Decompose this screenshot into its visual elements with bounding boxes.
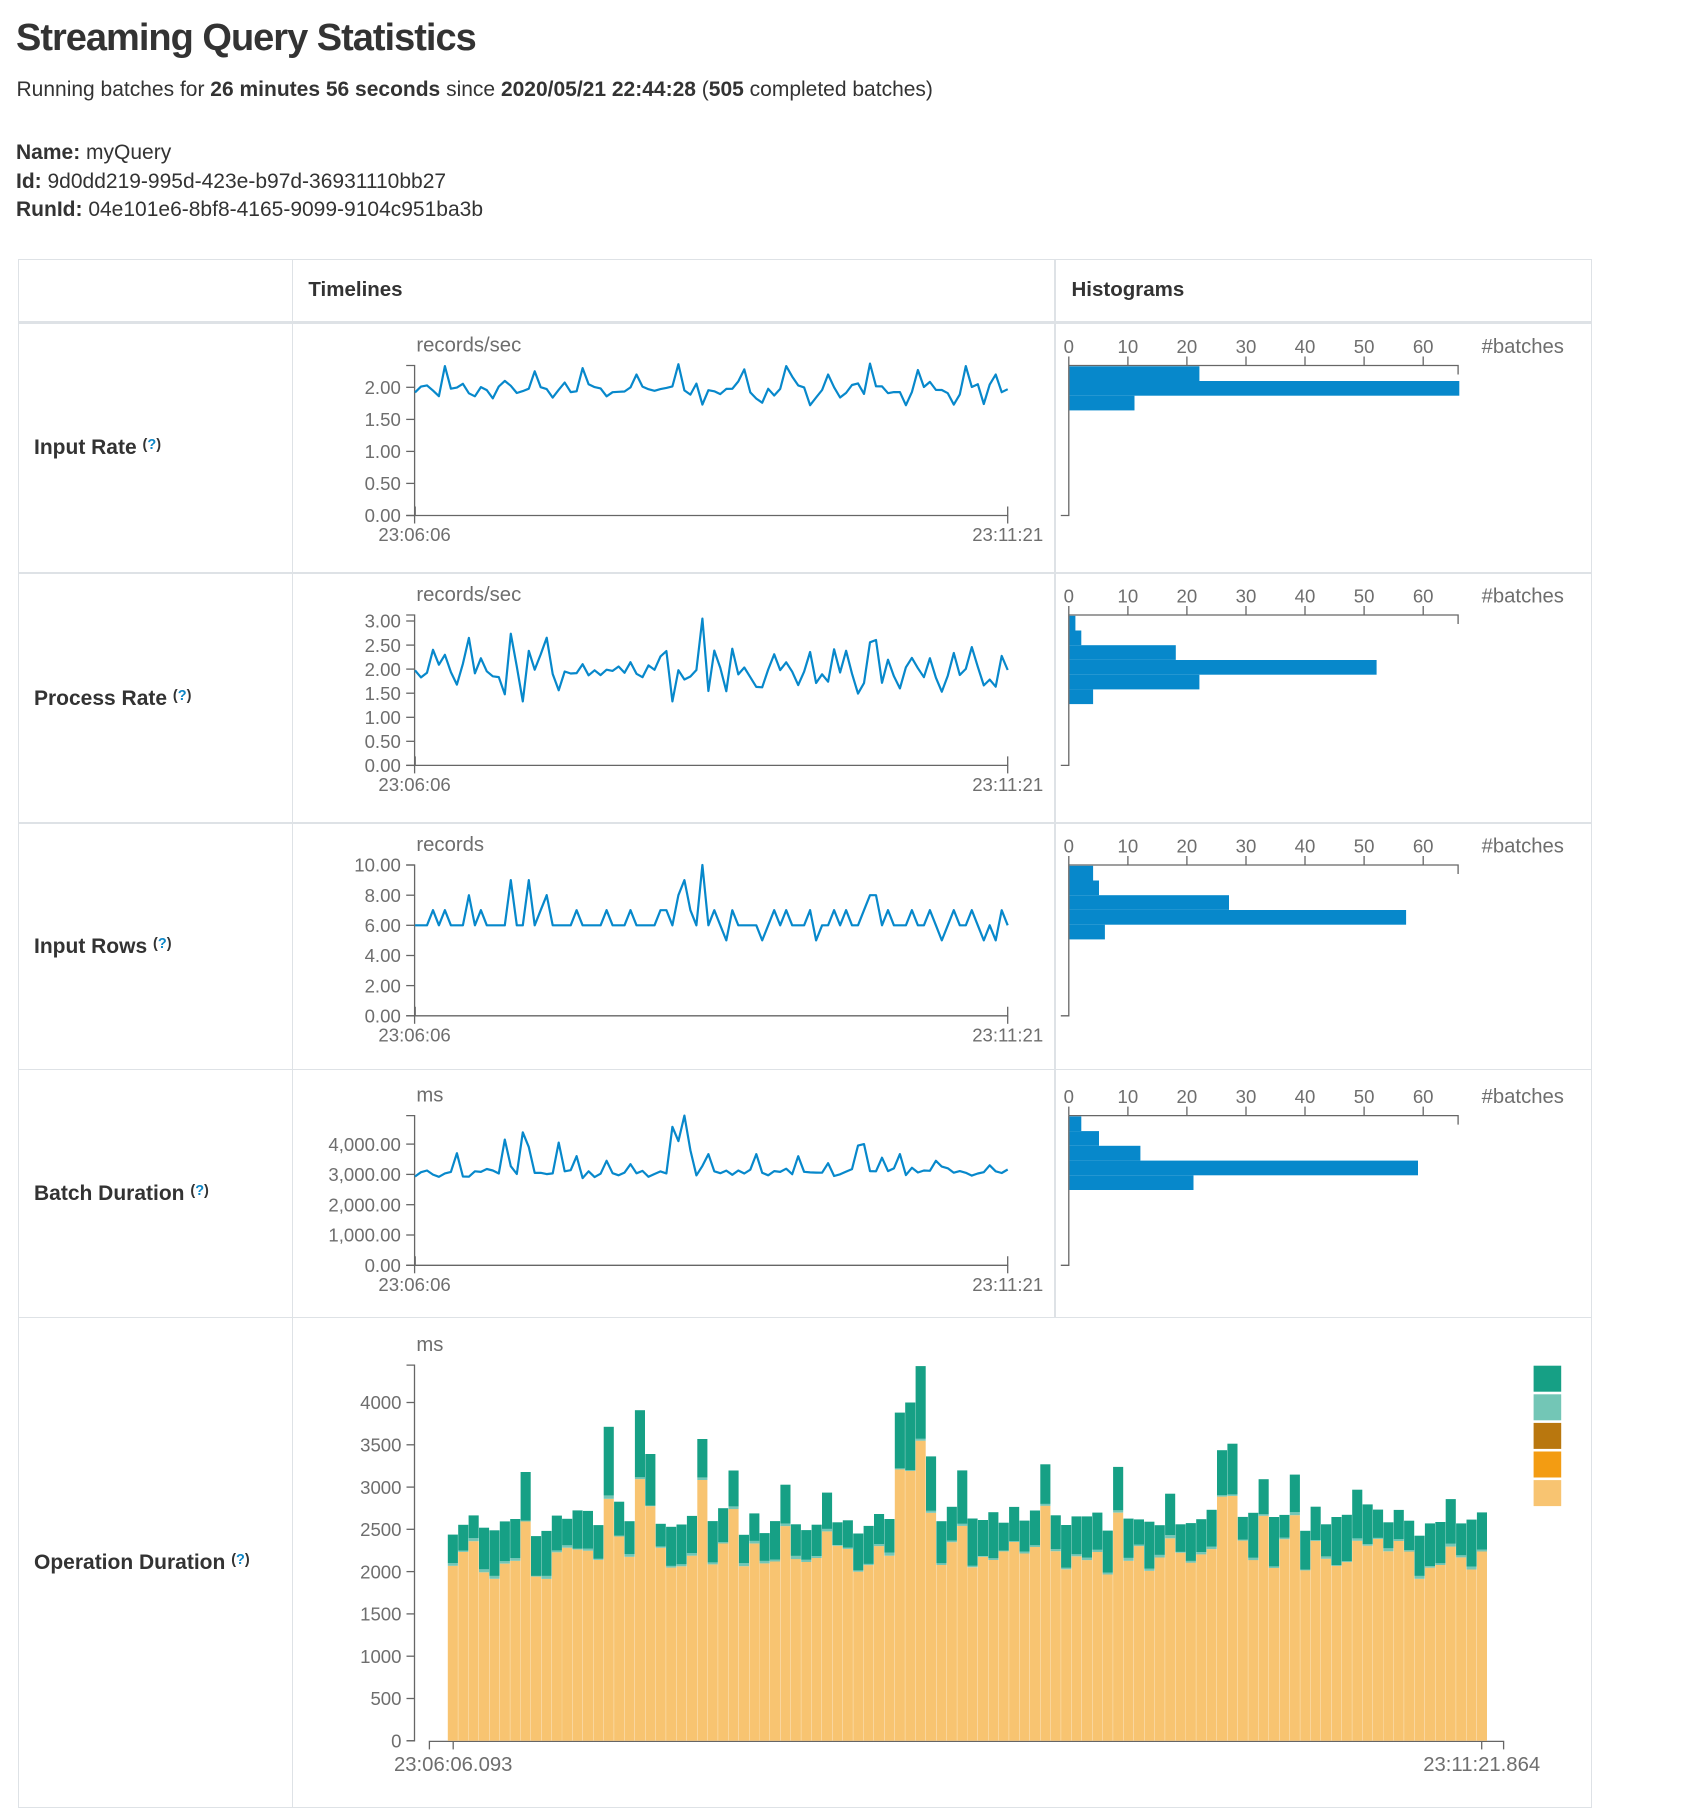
svg-text:1.00: 1.00 <box>365 441 401 462</box>
svg-text:23:11:21: 23:11:21 <box>972 524 1043 545</box>
svg-text:20: 20 <box>1177 1086 1198 1107</box>
svg-text:2500: 2500 <box>360 1519 401 1540</box>
svg-text:40: 40 <box>1295 836 1316 857</box>
svg-text:40: 40 <box>1295 336 1316 357</box>
svg-text:6.00: 6.00 <box>365 915 401 936</box>
svg-text:30: 30 <box>1236 1086 1257 1107</box>
svg-text:1500: 1500 <box>360 1604 401 1625</box>
svg-text:2.00: 2.00 <box>365 659 401 680</box>
svg-text:500: 500 <box>370 1688 401 1709</box>
svg-text:8.00: 8.00 <box>365 885 401 906</box>
svg-text:60: 60 <box>1413 1086 1434 1107</box>
svg-text:0: 0 <box>1064 336 1074 357</box>
svg-text:1,000.00: 1,000.00 <box>328 1225 400 1246</box>
svg-text:10: 10 <box>1118 336 1139 357</box>
svg-text:0: 0 <box>1064 836 1074 857</box>
svg-text:0.00: 0.00 <box>365 1006 401 1027</box>
svg-text:0.00: 0.00 <box>365 505 401 526</box>
svg-text:30: 30 <box>1236 586 1257 607</box>
svg-text:3.00: 3.00 <box>365 611 401 632</box>
svg-text:4.00: 4.00 <box>365 945 401 966</box>
svg-text:20: 20 <box>1177 336 1198 357</box>
svg-text:2,000.00: 2,000.00 <box>328 1194 400 1215</box>
svg-text:60: 60 <box>1413 336 1434 357</box>
svg-text:10.00: 10.00 <box>354 855 401 876</box>
svg-text:2.00: 2.00 <box>365 975 401 996</box>
svg-text:1.00: 1.00 <box>365 707 401 728</box>
svg-text:60: 60 <box>1413 586 1434 607</box>
svg-text:0: 0 <box>1064 1086 1074 1107</box>
svg-text:50: 50 <box>1354 836 1375 857</box>
svg-text:23:06:06: 23:06:06 <box>378 1274 450 1295</box>
svg-text:23:11:21: 23:11:21 <box>972 1024 1043 1045</box>
svg-text:1.50: 1.50 <box>365 683 401 704</box>
svg-text:2.00: 2.00 <box>365 377 401 398</box>
svg-text:records/sec: records/sec <box>416 584 521 606</box>
svg-text:0: 0 <box>1064 586 1074 607</box>
svg-text:ms: ms <box>416 1085 443 1107</box>
svg-text:23:06:06: 23:06:06 <box>378 1024 450 1045</box>
svg-text:2.50: 2.50 <box>365 635 401 656</box>
svg-text:20: 20 <box>1177 836 1198 857</box>
svg-text:records/sec: records/sec <box>416 335 521 357</box>
svg-text:0.00: 0.00 <box>365 755 401 776</box>
svg-text:23:06:06.093: 23:06:06.093 <box>394 1754 512 1776</box>
svg-text:1.50: 1.50 <box>365 409 401 430</box>
svg-text:50: 50 <box>1354 336 1375 357</box>
svg-text:1000: 1000 <box>360 1646 401 1667</box>
svg-text:40: 40 <box>1295 1086 1316 1107</box>
svg-text:20: 20 <box>1177 586 1198 607</box>
svg-text:4,000.00: 4,000.00 <box>328 1134 400 1155</box>
svg-text:0: 0 <box>391 1731 401 1752</box>
svg-text:50: 50 <box>1354 586 1375 607</box>
svg-text:30: 30 <box>1236 836 1257 857</box>
svg-text:#batches: #batches <box>1482 836 1564 858</box>
svg-text:3500: 3500 <box>360 1435 401 1456</box>
svg-text:10: 10 <box>1118 1086 1139 1107</box>
svg-text:3,000.00: 3,000.00 <box>328 1164 400 1185</box>
svg-text:23:11:21: 23:11:21 <box>972 1274 1043 1295</box>
svg-text:23:11:21: 23:11:21 <box>972 774 1043 795</box>
svg-text:3000: 3000 <box>360 1477 401 1498</box>
svg-text:23:06:06: 23:06:06 <box>378 774 450 795</box>
svg-text:0.50: 0.50 <box>365 731 401 752</box>
svg-text:23:06:06: 23:06:06 <box>378 524 450 545</box>
svg-text:#batches: #batches <box>1482 1086 1564 1108</box>
svg-text:50: 50 <box>1354 1086 1375 1107</box>
svg-text:10: 10 <box>1118 586 1139 607</box>
svg-text:0.50: 0.50 <box>365 473 401 494</box>
svg-text:30: 30 <box>1236 336 1257 357</box>
svg-text:40: 40 <box>1295 586 1316 607</box>
svg-text:2000: 2000 <box>360 1561 401 1582</box>
svg-text:23:11:21.864: 23:11:21.864 <box>1423 1754 1540 1776</box>
svg-text:records: records <box>416 834 484 856</box>
svg-text:10: 10 <box>1118 836 1139 857</box>
svg-text:#batches: #batches <box>1482 336 1564 358</box>
svg-text:#batches: #batches <box>1482 586 1564 608</box>
svg-text:0.00: 0.00 <box>365 1255 401 1276</box>
svg-text:ms: ms <box>416 1334 443 1356</box>
svg-text:4000: 4000 <box>360 1392 401 1413</box>
svg-text:60: 60 <box>1413 836 1434 857</box>
